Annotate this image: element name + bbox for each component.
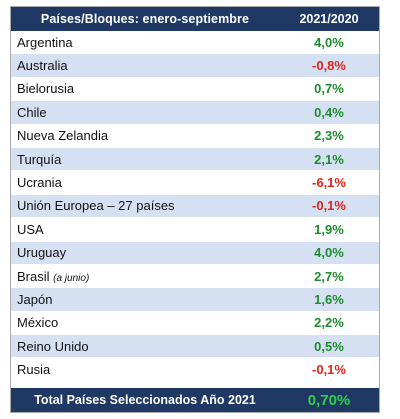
country-name: Ucrania	[17, 175, 62, 191]
table-row: USA 1,9%	[11, 218, 379, 242]
table-row: Unión Europea – 27 países -0,1%	[11, 194, 379, 219]
change-value: 0,5%	[314, 338, 344, 354]
table-row: Uruguay 4,0%	[11, 241, 379, 265]
table-row: Australia -0,8%	[11, 54, 379, 78]
country-name: Australia	[17, 58, 68, 74]
country-cell: México	[11, 315, 279, 330]
country-cell: Nueva Zelandia	[11, 128, 279, 143]
country-name: Brasil	[17, 268, 50, 284]
change-value: 2,1%	[314, 151, 344, 167]
change-value: 0,7%	[314, 81, 344, 97]
footer-label: Total Países Seleccionados Año 2021	[34, 393, 256, 407]
country-cell: Australia	[11, 58, 279, 73]
country-cell: Bielorusia	[11, 81, 279, 96]
country-name: Japón	[17, 291, 53, 307]
country-cell: Uruguay	[11, 245, 279, 260]
change-value: 2,2%	[314, 315, 344, 331]
change-value: 4,0%	[314, 34, 344, 50]
header-label: Países/Bloques: enero-septiembre	[40, 12, 250, 26]
table-header: Países/Bloques: enero-septiembre 2021/20…	[11, 7, 379, 31]
country-name: Reino Unido	[17, 338, 89, 354]
table-row: Reino Unido 0,5%	[11, 335, 379, 359]
table-row: Rusia -0,1%	[11, 358, 379, 382]
table-row: México 2,2%	[11, 311, 379, 336]
table-row: Turquía 2,1%	[11, 147, 379, 172]
country-name: Unión Europea – 27 países	[17, 198, 175, 214]
change-value: 4,0%	[314, 245, 344, 261]
country-cell: Rusia	[11, 362, 279, 377]
table-row: Nueva Zelandia 2,3%	[11, 124, 379, 148]
table-row: Bielorusia 0,7%	[11, 77, 379, 102]
country-name: USA	[17, 221, 44, 237]
country-cell: Japón	[11, 292, 279, 307]
country-cell: Chile	[11, 105, 279, 120]
table-body: Argentina 4,0% Australia -0,8% Bielorusia 0,7…	[11, 31, 379, 382]
country-cell: USA	[11, 222, 279, 237]
footer-value: 0,70%	[307, 391, 351, 409]
table-row: Japón 1,6%	[11, 288, 379, 312]
change-value: 2,7%	[314, 268, 344, 284]
change-value: -0,1%	[312, 362, 346, 378]
country-name: Nueva Zelandia	[17, 128, 109, 144]
change-value: 1,6%	[314, 291, 344, 307]
table-row: Argentina 4,0%	[11, 31, 379, 55]
table-footer: Total Países Seleccionados Año 2021 0,70…	[11, 388, 379, 412]
table-row: Ucrania -6,1%	[11, 171, 379, 195]
change-value: 0,4%	[314, 104, 344, 120]
country-note: (a junio)	[53, 272, 90, 284]
growth-table: Países/Bloques: enero-septiembre 2021/20…	[10, 6, 380, 413]
country-name: Argentina	[17, 34, 73, 50]
country-name: Chile	[17, 104, 47, 120]
change-value: -0,1%	[312, 198, 346, 214]
table-row: Brasil (a junio) 2,7%	[11, 264, 379, 289]
country-cell: Turquía	[11, 152, 279, 167]
country-cell: Unión Europea – 27 países	[11, 198, 279, 213]
country-cell: Ucrania	[11, 175, 279, 190]
country-name: Turquía	[17, 151, 62, 167]
change-value: -0,8%	[312, 58, 346, 74]
change-value: 1,9%	[314, 221, 344, 237]
change-value: 2,3%	[314, 128, 344, 144]
country-cell: Reino Unido	[11, 339, 279, 354]
change-value: -6,1%	[312, 175, 346, 191]
header-period: 2021/2020	[299, 12, 359, 26]
country-name: México	[17, 315, 59, 331]
country-name: Bielorusia	[17, 81, 75, 97]
table-row: Chile 0,4%	[11, 101, 379, 125]
country-cell: Brasil (a junio)	[11, 269, 279, 284]
country-name: Rusia	[17, 362, 51, 378]
country-name: Uruguay	[17, 245, 67, 261]
country-cell: Argentina	[11, 35, 279, 50]
